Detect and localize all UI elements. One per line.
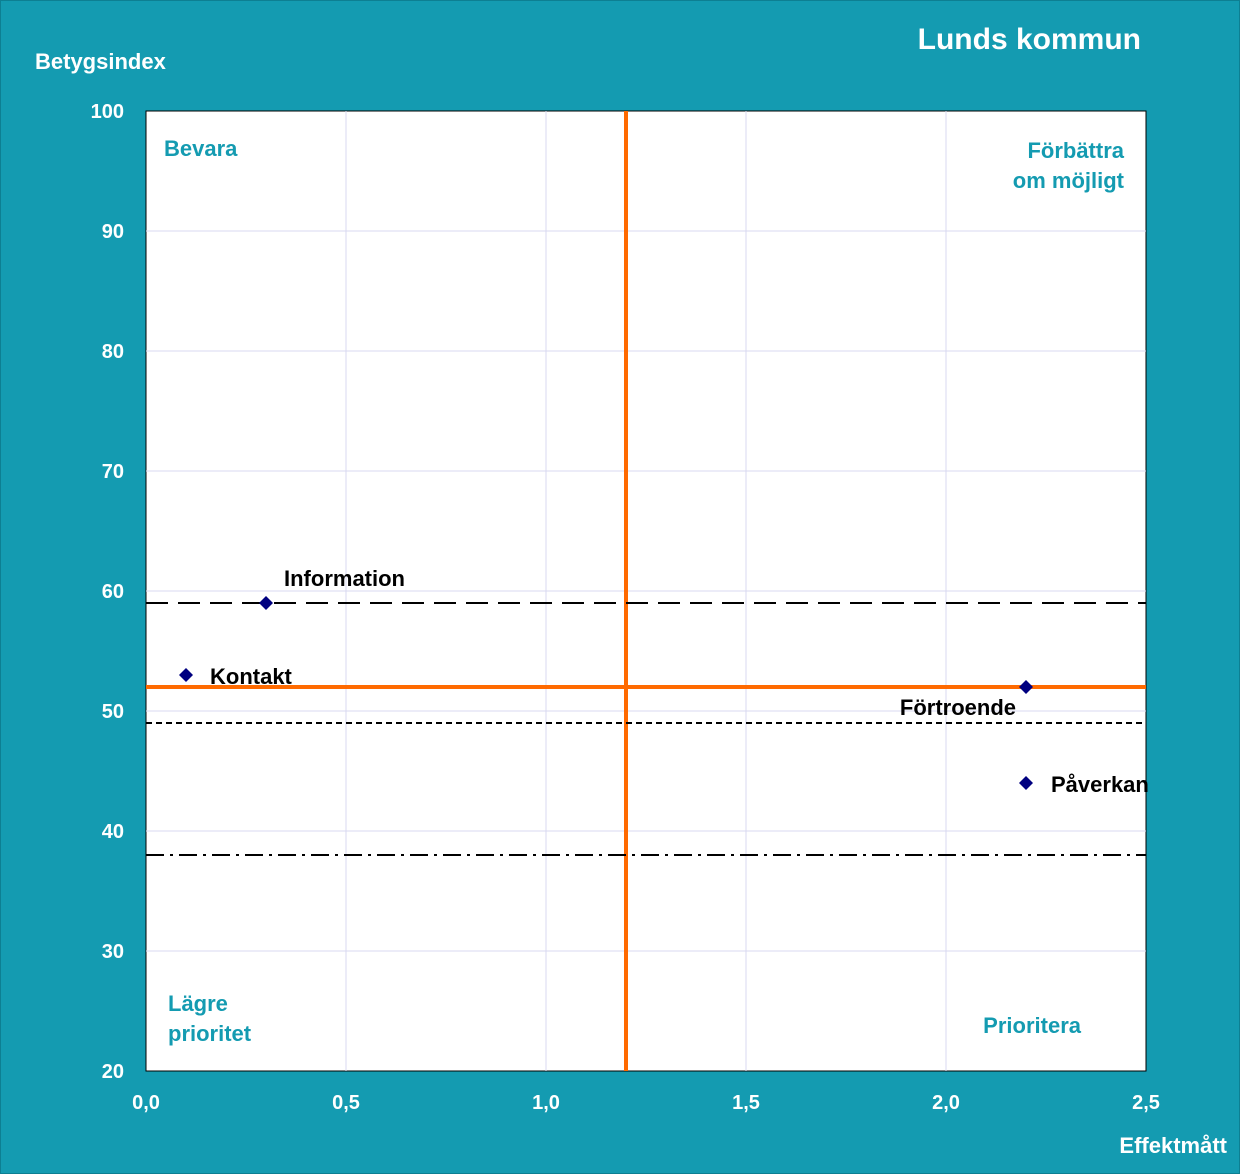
y-tick-label: 60 bbox=[102, 581, 124, 603]
x-tick-label: 0,0 bbox=[132, 1092, 160, 1114]
y-tick-label: 70 bbox=[102, 461, 124, 483]
quadrant-label-bottom-left: prioritet bbox=[168, 1021, 252, 1046]
point-label: Förtroende bbox=[900, 695, 1016, 720]
grid-lines bbox=[146, 111, 1146, 1071]
point-label: Kontakt bbox=[210, 664, 293, 689]
quadrant-label-bottom-right: Prioritera bbox=[983, 1013, 1082, 1038]
y-tick-label: 50 bbox=[102, 701, 124, 723]
x-tick-label: 2,0 bbox=[932, 1092, 960, 1114]
quadrant-label-top-right: Förbättra bbox=[1027, 138, 1124, 163]
point-marker bbox=[179, 668, 193, 682]
y-axis-label: Betygsindex bbox=[35, 49, 167, 74]
y-tick-label: 100 bbox=[91, 101, 124, 123]
point-marker bbox=[1019, 680, 1033, 694]
y-tick-label: 90 bbox=[102, 221, 124, 243]
quadrant-labels: Bevara Förbättra om möjligt Lägre prioritet P… bbox=[164, 136, 1125, 1046]
reference-lines bbox=[146, 111, 1146, 1071]
point-marker bbox=[1019, 776, 1033, 790]
x-tick-label: 0,5 bbox=[332, 1092, 360, 1114]
x-tick-label: 1,0 bbox=[532, 1092, 560, 1114]
y-tick-label: 80 bbox=[102, 341, 124, 363]
x-tick-label: 2,5 bbox=[1132, 1092, 1160, 1114]
quadrant-label-bottom-left: Lägre bbox=[168, 991, 228, 1016]
data-points: Information Kontakt Förtroende Påverkan bbox=[179, 566, 1149, 797]
point-label: Information bbox=[284, 566, 405, 591]
chart-title: Lunds kommun bbox=[918, 23, 1141, 56]
y-tick-label: 20 bbox=[102, 1061, 124, 1083]
point-marker bbox=[259, 596, 273, 610]
quadrant-label-top-right: om möjligt bbox=[1013, 168, 1125, 193]
y-axis-ticks: 20 30 40 50 60 70 80 90 100 bbox=[91, 101, 124, 1083]
x-tick-label: 1,5 bbox=[732, 1092, 760, 1114]
x-axis-label: Effektmått bbox=[1119, 1133, 1227, 1158]
y-tick-label: 40 bbox=[102, 821, 124, 843]
quadrant-label-top-left: Bevara bbox=[164, 136, 238, 161]
x-axis-ticks: 0,0 0,5 1,0 1,5 2,0 2,5 bbox=[132, 1092, 1160, 1114]
y-tick-label: 30 bbox=[102, 941, 124, 963]
point-label: Påverkan bbox=[1051, 772, 1149, 797]
